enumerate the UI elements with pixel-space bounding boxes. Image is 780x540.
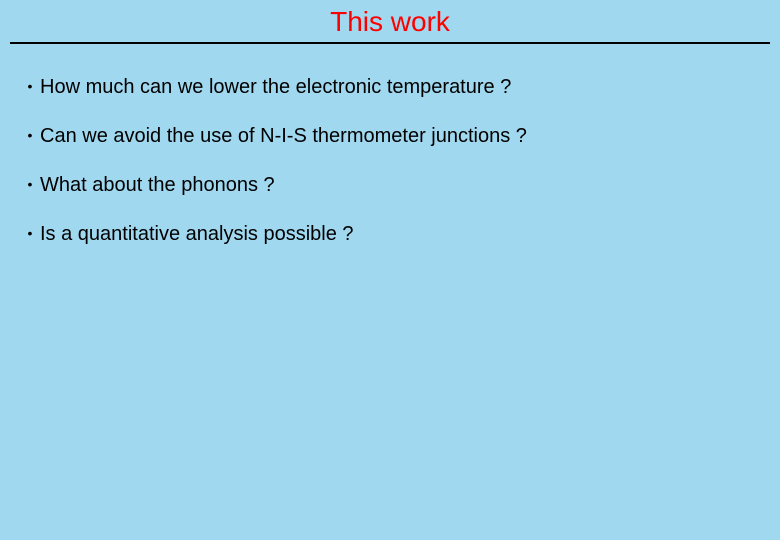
list-item: • Can we avoid the use of N-I-S thermome… (20, 125, 760, 148)
bullet-text: What about the phonons ? (40, 174, 760, 197)
bullet-icon: • (20, 225, 40, 241)
list-item: • What about the phonons ? (20, 174, 760, 197)
bullet-icon: • (20, 127, 40, 143)
slide-title: This work (0, 0, 780, 42)
slide-body: • How much can we lower the electronic t… (0, 44, 780, 246)
bullet-text: How much can we lower the electronic tem… (40, 76, 760, 99)
list-item: • How much can we lower the electronic t… (20, 76, 760, 99)
bullet-text: Can we avoid the use of N-I-S thermomete… (40, 125, 760, 148)
bullet-icon: • (20, 78, 40, 94)
bullet-text: Is a quantitative analysis possible ? (40, 223, 760, 246)
list-item: • Is a quantitative analysis possible ? (20, 223, 760, 246)
bullet-icon: • (20, 176, 40, 192)
